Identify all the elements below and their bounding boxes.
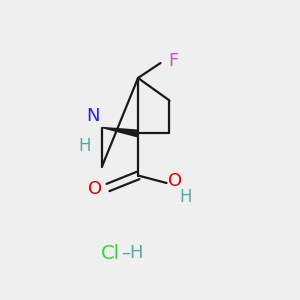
Text: F: F [168,52,178,70]
Text: O: O [88,180,103,198]
Text: N: N [86,107,100,125]
Text: –H: –H [122,244,144,262]
Text: H: H [78,137,91,155]
Polygon shape [102,128,139,137]
Text: H: H [179,188,192,206]
Text: O: O [168,172,182,190]
Text: Cl: Cl [101,244,120,263]
